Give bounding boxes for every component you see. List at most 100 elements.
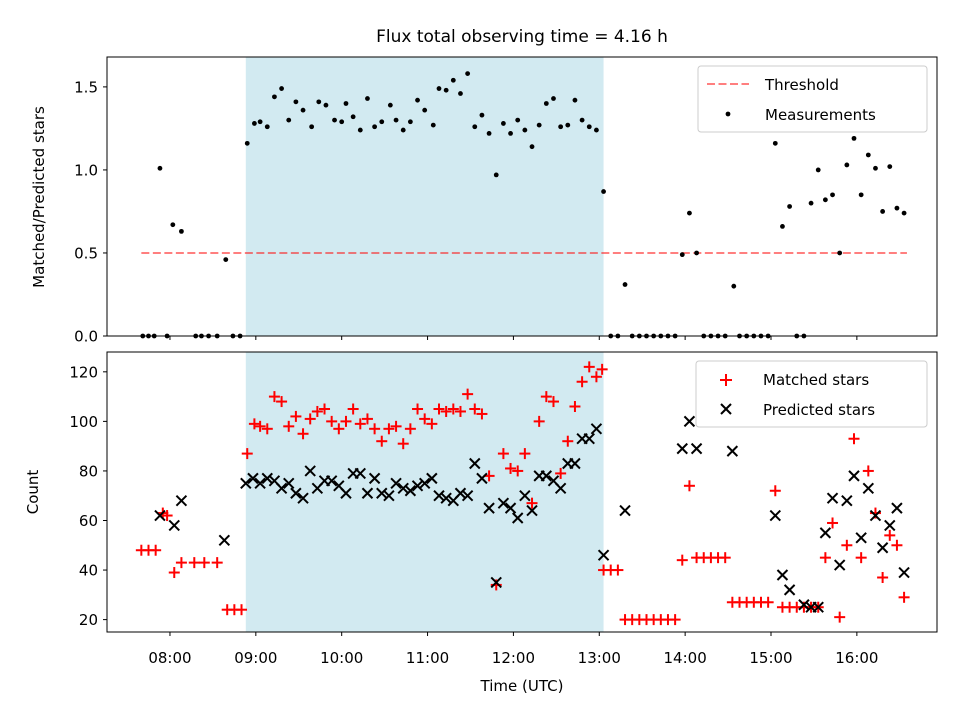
x-tick-label: 15:00	[749, 649, 792, 667]
measurement-point	[365, 96, 370, 101]
top-panel: 0.0 0.5 1.0 1.5 Matched/Predicted stars Thr…	[30, 56, 938, 346]
measurement-point	[536, 122, 542, 128]
measurement-point	[309, 124, 315, 130]
predicted-star-point	[376, 487, 388, 499]
measurement-point	[430, 122, 436, 128]
matched-star-point	[161, 510, 173, 522]
measurement-point	[372, 124, 378, 130]
x-tick-label: 10:00	[320, 649, 363, 667]
predicted-star-point	[340, 487, 352, 499]
predicted-star-point	[283, 477, 295, 490]
matched-star-point	[297, 428, 309, 440]
measurement-point	[772, 140, 778, 146]
measurement-point	[830, 192, 835, 198]
matched-star-point	[168, 567, 180, 579]
matched-star-point	[304, 413, 316, 425]
x-axis-label: Time (UTC)	[480, 677, 564, 695]
measurement-point	[286, 117, 292, 123]
measurement-point	[387, 102, 393, 108]
matched-star-point	[426, 418, 438, 430]
predicted-star-point	[855, 532, 867, 544]
measurement-point	[844, 162, 850, 168]
predicted-star-point	[812, 601, 824, 613]
bottom-y-axis-ticks: 20 40 60 80 100 120	[69, 363, 107, 629]
measurement-point	[279, 86, 284, 91]
predicted-star-point	[383, 490, 395, 502]
measurement-point	[858, 192, 864, 198]
matched-star-point	[855, 552, 867, 564]
matched-star-point	[241, 448, 253, 460]
x-tick-label: 13:00	[578, 649, 621, 667]
predicted-star-point	[841, 494, 853, 507]
predicted-star-point	[891, 502, 903, 514]
measurement-point	[323, 102, 329, 108]
measurement-point	[393, 117, 399, 123]
measurement-point	[694, 250, 699, 256]
measurement-point	[687, 210, 692, 216]
matched-star-point	[283, 420, 295, 432]
measurement-point	[837, 250, 843, 256]
matched-star-point	[555, 467, 567, 479]
predicted-legend-label: Predicted stars	[763, 401, 875, 419]
measurement-point	[357, 127, 363, 133]
predicted-star-point	[290, 487, 302, 499]
predicted-star-point	[783, 584, 796, 596]
measurement-point	[851, 135, 857, 141]
matched-star-point	[877, 571, 889, 583]
matched-star-point	[397, 438, 409, 450]
matched-star-point	[383, 423, 395, 435]
measurement-point	[443, 87, 449, 93]
measurement-point	[515, 117, 521, 123]
measurement-point	[450, 77, 456, 83]
observing-window-shade	[245, 352, 604, 632]
predicted-star-point	[390, 477, 402, 490]
predicted-star-point	[869, 509, 882, 522]
predicted-star-point	[540, 470, 553, 482]
top-y-axis-label: Matched/Predicted stars	[30, 106, 48, 288]
matched-star-point	[433, 403, 445, 415]
predicted-star-point	[826, 492, 839, 504]
predicted-star-point	[175, 494, 188, 507]
matched-star-point	[769, 485, 781, 497]
matched-star-point	[198, 557, 210, 569]
predicted-star-point	[397, 482, 409, 494]
predicted-star-point	[569, 457, 581, 470]
matched-star-point	[412, 403, 424, 415]
predicted-star-point	[848, 470, 860, 482]
measurement-point	[465, 71, 471, 77]
top-legend-box	[697, 65, 928, 133]
matched-star-point	[376, 435, 388, 447]
predicted-legend-marker	[720, 403, 732, 415]
predicted-star-point	[597, 549, 610, 561]
predicted-star-point	[261, 472, 273, 485]
predicted-star-point	[590, 423, 603, 435]
measurement-point	[350, 114, 356, 120]
matched-star-point	[440, 405, 452, 417]
predicted-star-point	[511, 512, 524, 524]
matched-star-point	[834, 611, 846, 623]
predicted-star-point	[418, 477, 431, 490]
matched-star-point	[276, 396, 288, 408]
y-tick-label: 20	[79, 611, 98, 629]
measurement-point	[223, 257, 229, 263]
matched-star-point	[719, 552, 731, 564]
matched-star-point	[268, 391, 280, 403]
bottom-legend-box	[695, 360, 928, 428]
predicted-star-point	[404, 485, 417, 497]
figure-title: Flux total observing time = 4.16 h	[376, 27, 668, 47]
measurement-point	[157, 165, 163, 171]
measurement-point	[379, 119, 385, 125]
matched-star-point	[669, 614, 681, 626]
measurement-point	[808, 200, 814, 206]
predicted-star-point	[218, 534, 231, 547]
predicted-star-point	[304, 465, 316, 477]
measurement-point	[822, 197, 828, 203]
predicted-star-point	[325, 475, 338, 487]
measurements-legend-label: Measurements	[765, 106, 876, 124]
measurement-point	[458, 91, 463, 96]
matched-star-point	[311, 405, 323, 417]
matched-star-point	[848, 433, 860, 445]
matched-legend-label: Matched stars	[763, 371, 869, 389]
predicted-star-point	[275, 482, 288, 494]
